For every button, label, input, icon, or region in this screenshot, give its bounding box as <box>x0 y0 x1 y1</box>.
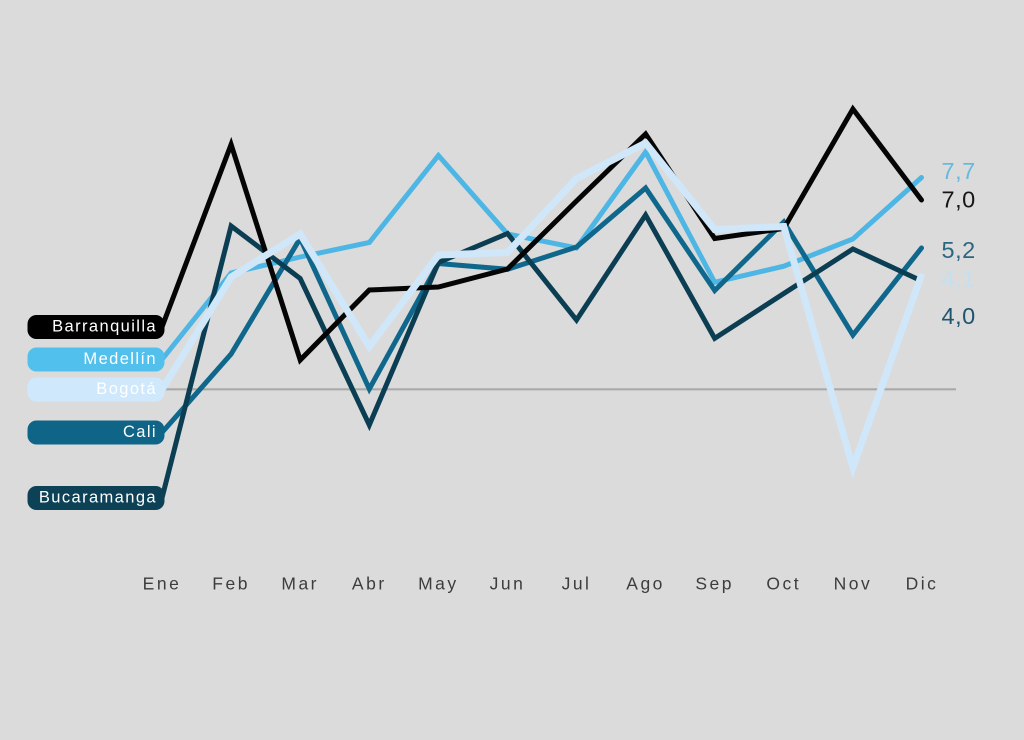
svg-text:Barranquilla: Barranquilla <box>52 318 157 336</box>
svg-text:4,0: 4,0 <box>942 303 976 329</box>
svg-text:Nov: Nov <box>834 574 873 594</box>
svg-text:7,0: 7,0 <box>942 187 976 213</box>
svg-text:Mar: Mar <box>281 574 319 594</box>
svg-text:Abr: Abr <box>352 574 387 594</box>
svg-text:4,1: 4,1 <box>942 266 976 292</box>
svg-text:Ago: Ago <box>626 574 665 594</box>
svg-text:Bogotá: Bogotá <box>96 380 157 398</box>
svg-text:7,7: 7,7 <box>942 158 976 184</box>
svg-text:Dic: Dic <box>906 574 939 594</box>
svg-text:Oct: Oct <box>766 574 801 594</box>
svg-text:5,2: 5,2 <box>942 237 976 263</box>
svg-text:Jun: Jun <box>490 574 526 594</box>
svg-text:Sep: Sep <box>695 574 734 594</box>
svg-text:Medellín: Medellín <box>83 350 157 368</box>
svg-text:May: May <box>418 574 459 594</box>
svg-text:Cali: Cali <box>123 423 157 441</box>
svg-text:Feb: Feb <box>212 574 250 594</box>
svg-text:Jul: Jul <box>562 574 592 594</box>
svg-text:Bucaramanga: Bucaramanga <box>39 489 157 507</box>
svg-text:Ene: Ene <box>143 574 182 594</box>
